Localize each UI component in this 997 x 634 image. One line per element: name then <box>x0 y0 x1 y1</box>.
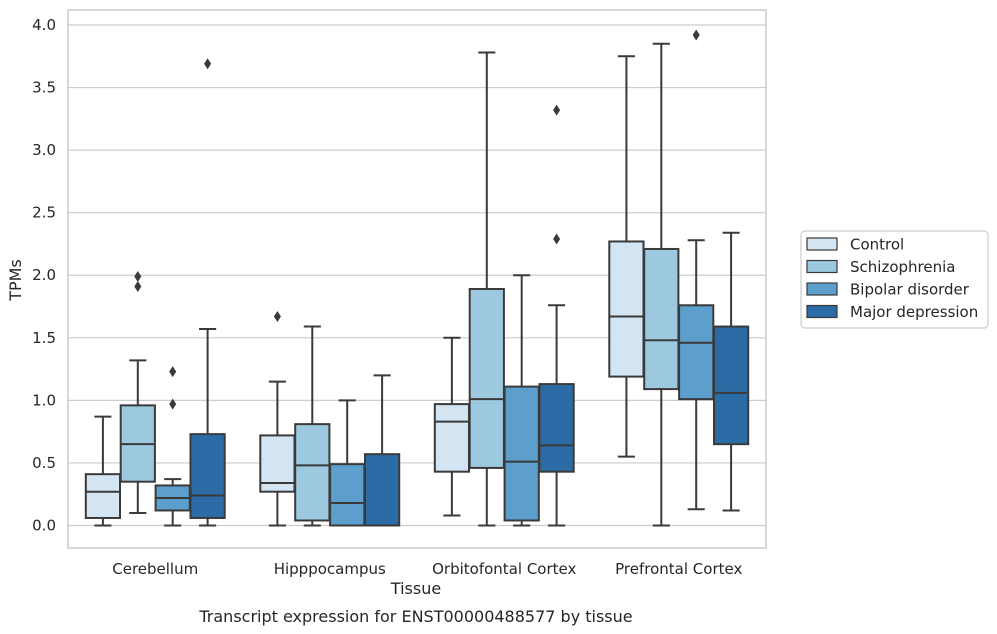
x-tick-label: Cerebellum <box>112 560 198 578</box>
outlier-point <box>273 311 281 323</box>
y-tick-label: 0.5 <box>32 454 56 472</box>
box-iqr <box>643 247 680 391</box>
y-tick-label: 3.5 <box>32 79 56 97</box>
series-control <box>84 55 645 527</box>
y-tick-label: 0.0 <box>32 516 56 534</box>
outlier-point <box>169 366 177 378</box>
outlier-point <box>169 398 177 410</box>
legend: Control Schizophrenia Bipolar disorder Majo… <box>800 230 989 329</box>
x-axis-ticks: Cerebellum Hipppocampus Orbitofontal Corte… <box>112 560 742 578</box>
legend-swatch <box>806 304 838 319</box>
box-iqr <box>329 463 366 527</box>
y-tick-label: 4.0 <box>32 16 56 34</box>
box-iqr <box>84 473 122 519</box>
legend-label: Bipolar disorder <box>850 281 970 299</box>
x-tick-label: Prefrontal Cortex <box>615 560 742 578</box>
box <box>259 311 296 527</box>
legend-label: Control <box>850 236 904 254</box>
legend-item: Bipolar disorder <box>806 281 970 299</box>
box <box>189 58 226 527</box>
box <box>712 231 750 512</box>
legend-label: Schizophrenia <box>850 258 955 276</box>
series-schizophrenia <box>119 42 680 527</box>
box-iqr <box>189 433 226 519</box>
outlier-point <box>692 29 700 41</box>
series-bipolar-disorder <box>154 29 715 527</box>
box-iqr <box>468 288 505 469</box>
outlier-point <box>553 233 561 245</box>
box <box>363 374 401 527</box>
box <box>538 104 575 527</box>
x-tick-label: Hipppocampus <box>274 560 386 578</box>
chart-caption: Transcript expression for ENST0000048857… <box>198 607 632 626</box>
y-tick-label: 2.5 <box>32 204 56 222</box>
legend-item: Control <box>806 236 904 254</box>
series-major-depression <box>189 58 750 527</box>
box <box>154 366 191 527</box>
box-iqr <box>503 385 540 522</box>
legend-swatch <box>806 282 838 296</box>
legend-swatch <box>806 259 838 274</box>
y-axis-label: TPMs <box>6 259 25 302</box>
outlier-point <box>134 270 142 282</box>
box <box>608 55 645 458</box>
box-iqr <box>712 325 750 446</box>
y-tick-label: 2.0 <box>32 266 56 284</box>
box-series-group <box>84 29 750 527</box>
box <box>329 399 366 527</box>
y-tick-label: 1.5 <box>32 329 56 347</box>
outlier-point <box>134 281 142 293</box>
box-iqr <box>363 453 401 527</box>
outlier-point <box>553 104 561 116</box>
box <box>433 336 471 517</box>
legend-label: Major depression <box>850 303 978 321</box>
y-tick-label: 3.0 <box>32 141 56 159</box>
box-iqr <box>294 423 331 522</box>
box <box>678 29 715 511</box>
box <box>294 325 331 527</box>
y-tick-label: 1.0 <box>32 391 56 409</box>
box <box>503 274 540 527</box>
box <box>468 51 505 527</box>
legend-item: Major depression <box>806 303 978 321</box>
plot-area-frame <box>67 9 767 549</box>
box <box>643 42 680 527</box>
box <box>84 415 122 527</box>
legend-frame <box>800 230 989 329</box>
legend-swatch <box>806 237 838 251</box>
box-iqr <box>538 383 575 473</box>
outlier-point <box>204 58 212 70</box>
gridlines <box>68 24 766 527</box>
y-axis-ticks: 0.0 0.5 1.0 1.5 2.0 2.5 3.0 3.5 4.0 <box>32 16 56 534</box>
box-iqr <box>678 304 715 401</box>
legend-item: Schizophrenia <box>806 258 955 276</box>
box-iqr <box>608 240 645 378</box>
box-iqr <box>433 403 471 473</box>
x-tick-label: Orbitofontal Cortex <box>432 560 576 578</box>
box <box>119 270 156 514</box>
x-axis-label: Tissue <box>390 579 441 598</box>
